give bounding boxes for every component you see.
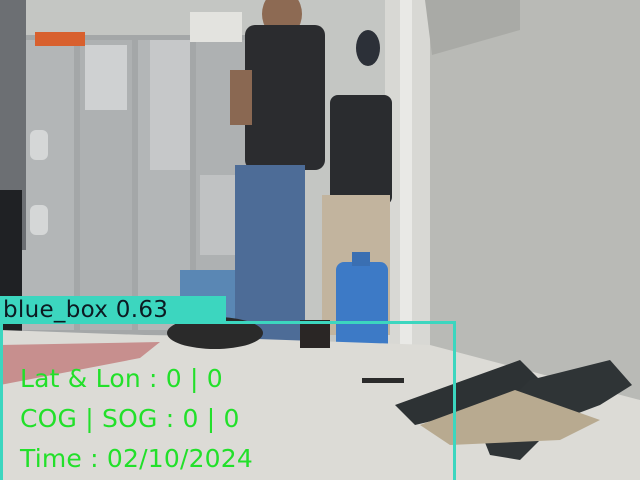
hud-time: Time : 02/10/2024 bbox=[20, 444, 253, 473]
detection-label-background bbox=[0, 296, 226, 323]
detection-label: blue_box 0.63 bbox=[3, 297, 169, 323]
hud-cog-sog: COG | SOG : 0 | 0 bbox=[20, 404, 240, 433]
detection-bounding-box bbox=[0, 321, 456, 480]
hud-lat-lon: Lat & Lon : 0 | 0 bbox=[20, 364, 223, 393]
